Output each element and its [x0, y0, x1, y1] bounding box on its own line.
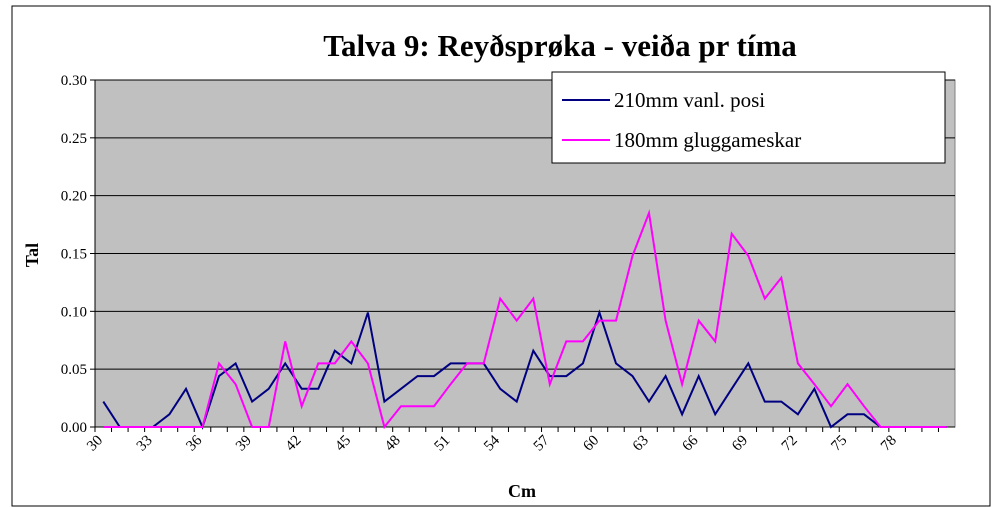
- y-tick-label: 0.30: [61, 73, 87, 89]
- y-axis-title: Tal: [22, 243, 42, 267]
- chart-title: Talva 9: Reyðsprøka - veiða pr tíma: [323, 28, 797, 63]
- y-tick-label: 0.00: [61, 420, 87, 436]
- legend-label: 210mm vanl. posi: [614, 88, 765, 112]
- legend-box: [551, 71, 946, 164]
- y-tick-label: 0.25: [61, 131, 87, 147]
- series-line: [102, 309, 947, 430]
- series-line: [103, 209, 947, 430]
- y-tick-label: 0.20: [61, 189, 87, 205]
- y-tick-label: 0.10: [61, 304, 87, 320]
- y-tick-label: 0.15: [61, 247, 87, 263]
- x-axis-title: Cm: [508, 481, 536, 501]
- y-tick-label: 0.05: [61, 362, 87, 378]
- legend-label: 180mm gluggameskar: [614, 128, 801, 152]
